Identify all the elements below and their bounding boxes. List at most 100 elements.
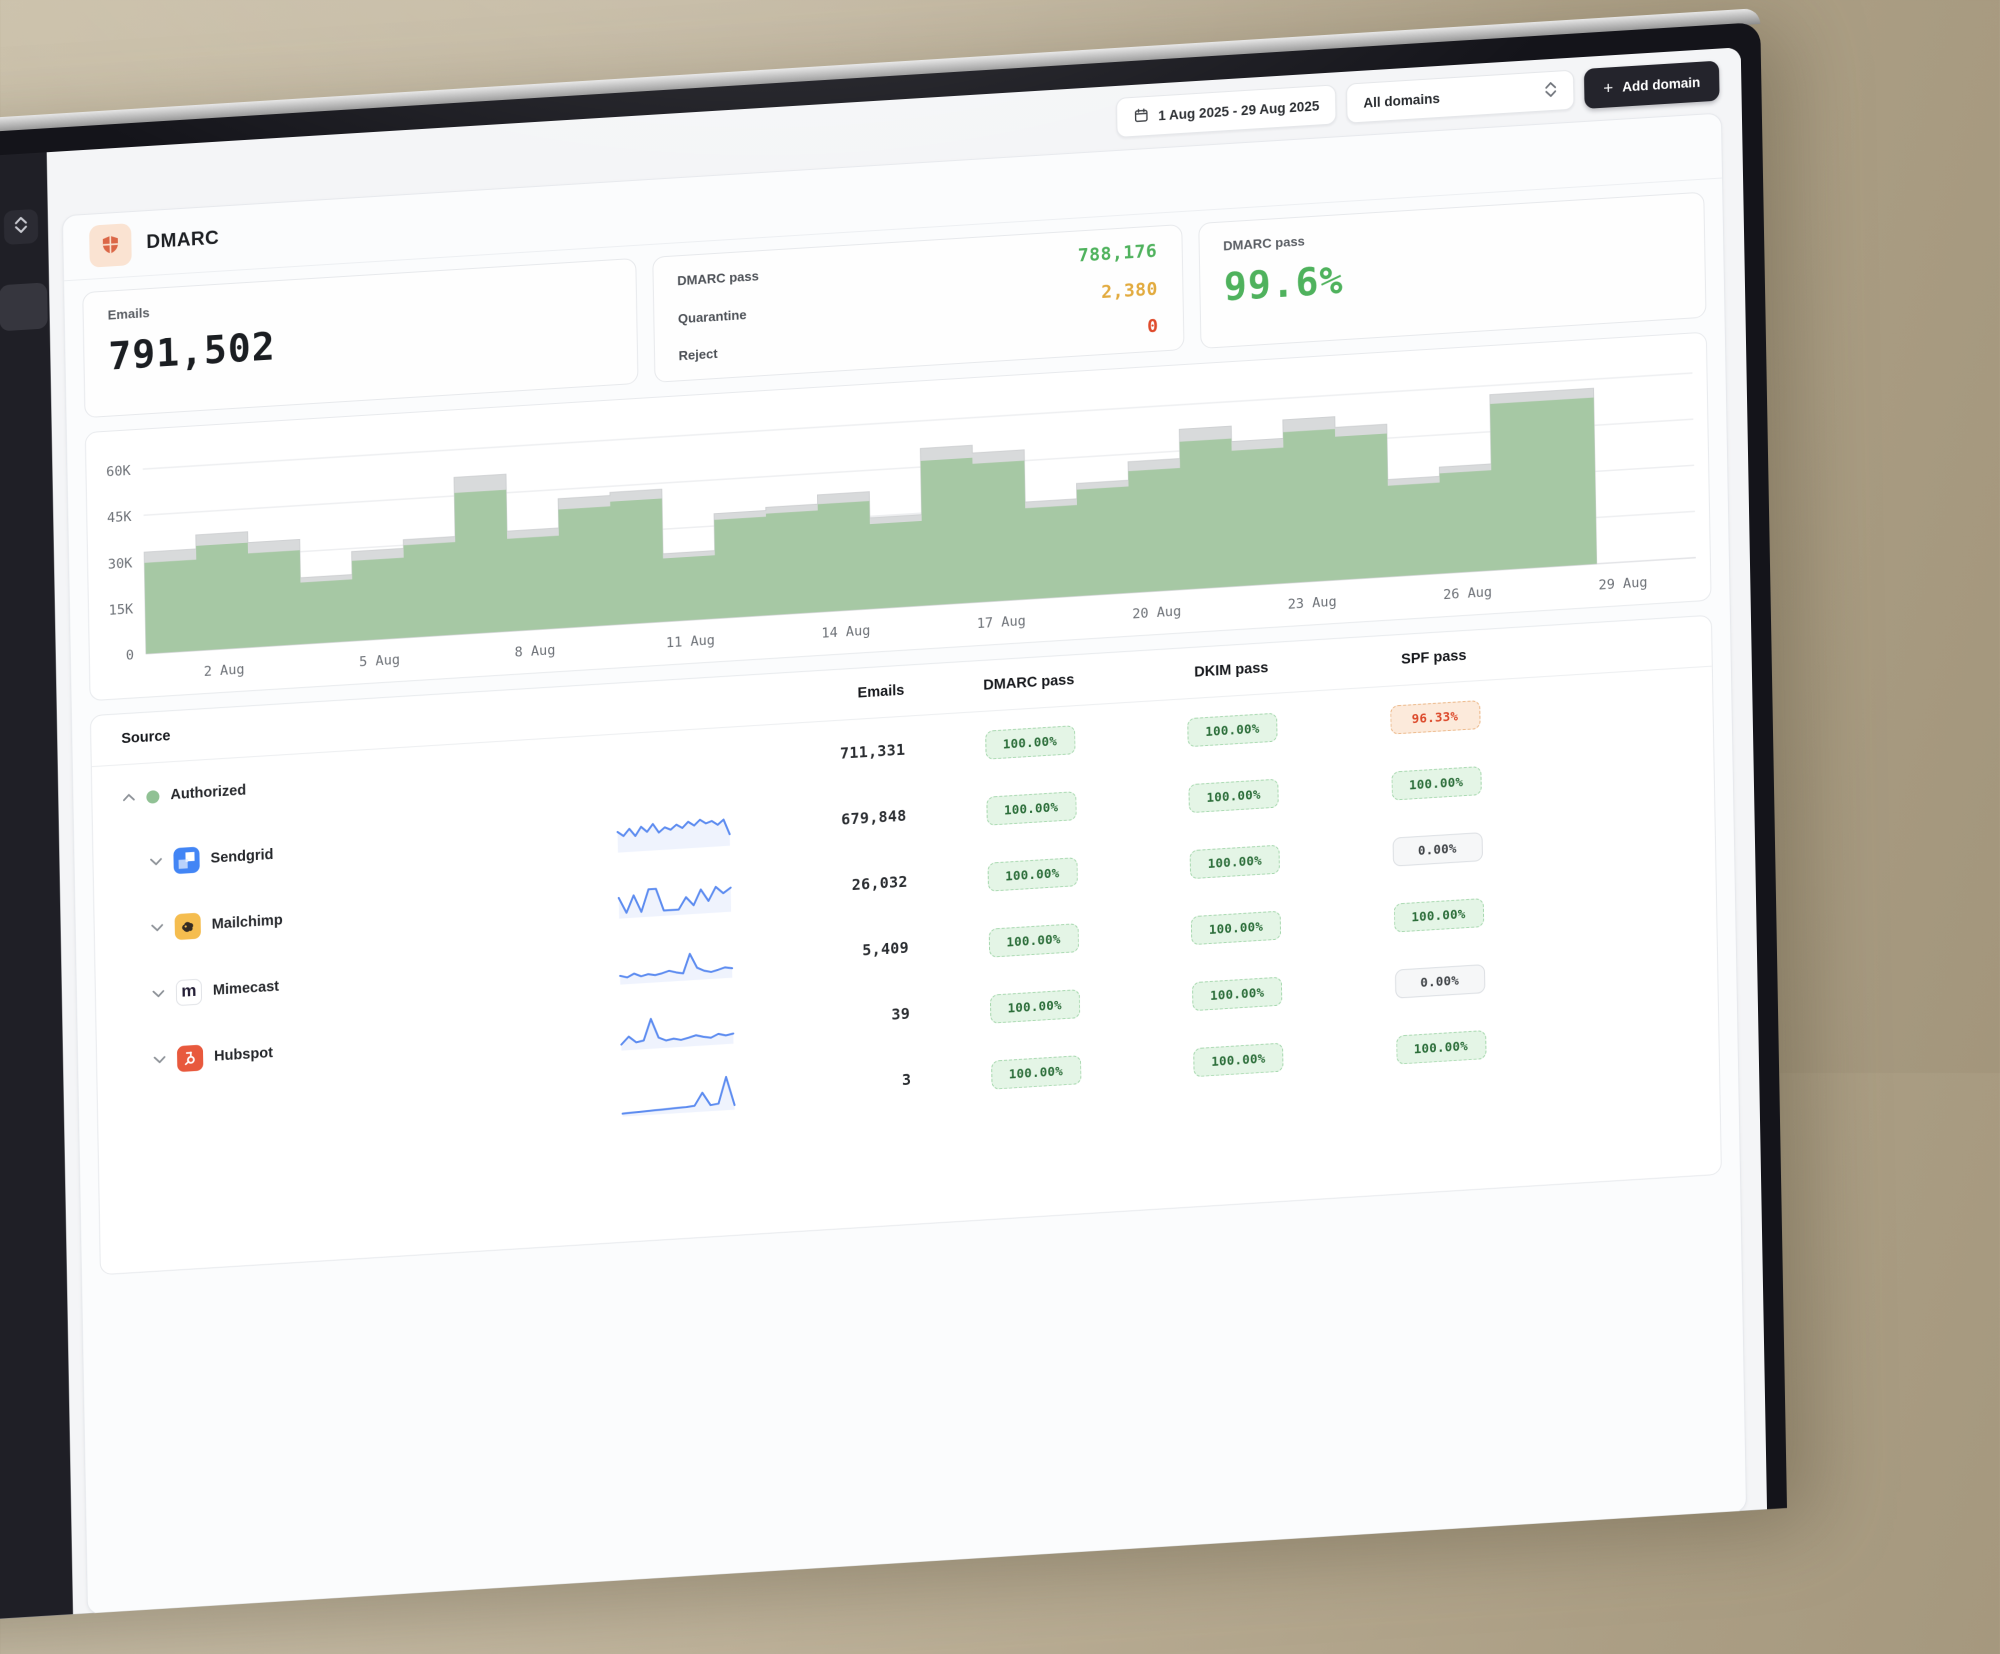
dkim-pass-cell: 100.00%: [1134, 841, 1335, 882]
app-sidebar: [0, 152, 73, 1654]
dmarc-card: DMARC Emails 791,502 DMARC pass 788,176 Qu…: [61, 112, 1748, 1616]
chevron-up-icon[interactable]: [122, 788, 135, 807]
domain-filter-select[interactable]: All domains: [1345, 69, 1575, 124]
dmarc-pass-cell: 100.00%: [932, 985, 1138, 1027]
screen: 1 Aug 2025 - 29 Aug 2025 All domains + A…: [0, 47, 1767, 1654]
svg-text:11 Aug: 11 Aug: [666, 632, 715, 651]
dkim-pass-cell: 100.00%: [1136, 907, 1337, 948]
sparkline: [616, 818, 731, 853]
source-cell: Mailchimp: [95, 888, 595, 945]
spf-pass-badge: 0.00%: [1391, 831, 1483, 867]
sidebar-collapse-button[interactable]: [3, 208, 39, 245]
dkim-pass-cell: 100.00%: [1133, 775, 1334, 816]
sparkline-cell: [592, 759, 752, 769]
breakdown-value: 788,176: [1077, 240, 1158, 267]
breakdown-label: Quarantine: [677, 306, 747, 326]
sparkline-cell: [597, 1000, 758, 1056]
date-range-picker[interactable]: 1 Aug 2025 - 29 Aug 2025: [1115, 84, 1337, 138]
svg-text:26 Aug: 26 Aug: [1443, 584, 1492, 603]
shield-icon: [89, 223, 132, 268]
source-cell: m Mimecast: [96, 954, 596, 1011]
spf-pass-cell: 100.00%: [1336, 894, 1542, 936]
dmarc-pass-cell: 100.00%: [929, 853, 1135, 895]
dmarc-pass-badge: 100.00%: [988, 922, 1079, 958]
sidebar-menu-item[interactable]: [0, 282, 48, 332]
emails-value: 26,032: [851, 872, 908, 895]
dkim-pass-cell: 100.00%: [1132, 709, 1333, 750]
sparkline-cell: [593, 802, 754, 858]
svg-text:2 Aug: 2 Aug: [204, 662, 245, 680]
spf-pass-badge: 0.00%: [1394, 963, 1485, 999]
plus-icon: +: [1603, 77, 1614, 98]
svg-text:23 Aug: 23 Aug: [1288, 594, 1337, 613]
table-row[interactable]: m Mimecast 5,409 100.00% 100.00% 100.00%: [95, 865, 1716, 1031]
volume-area-chart: 0 15K 30K 45K 60K 2 Aug 5 Aug 8 Aug 11 Aug 14 Aug…: [106, 372, 1696, 680]
chevron-down-icon[interactable]: [149, 853, 162, 872]
source-cell: Authorized: [92, 760, 592, 809]
sparkline: [619, 952, 734, 985]
chevron-down-icon[interactable]: [151, 919, 164, 938]
date-range-label: 1 Aug 2025 - 29 Aug 2025: [1158, 97, 1320, 123]
dmarc-pass-badge: 100.00%: [984, 724, 1076, 760]
topbar: 1 Aug 2025 - 29 Aug 2025 All domains + A…: [61, 60, 1720, 204]
add-domain-button[interactable]: + Add domain: [1583, 60, 1720, 109]
chevron-down-icon[interactable]: [153, 1051, 166, 1070]
svg-text:45K: 45K: [107, 509, 133, 527]
spf-pass-cell: 0.00%: [1337, 960, 1543, 1002]
svg-text:14 Aug: 14 Aug: [821, 623, 870, 642]
sparkline-cell: [598, 1066, 759, 1122]
card-header: DMARC: [62, 113, 1723, 282]
svg-text:8 Aug: 8 Aug: [514, 642, 555, 660]
sources-table: Source Emails DMARC pass DKIM pass SPF p…: [89, 614, 1722, 1276]
dmarc-pass-badge: 100.00%: [990, 1054, 1082, 1090]
emails-value: 3: [901, 1070, 912, 1090]
dmarc-pass-badge: 100.00%: [986, 856, 1078, 892]
spf-pass-cell: 100.00%: [1333, 762, 1539, 804]
svg-text:17 Aug: 17 Aug: [977, 613, 1026, 632]
source-cell: Sendgrid: [93, 822, 593, 879]
spf-pass-cell: 96.33%: [1332, 696, 1538, 738]
source-label: Mimecast: [212, 978, 280, 999]
volume-chart-card: 0 15K 30K 45K 60K 2 Aug 5 Aug 8 Aug 11 Aug 14 Aug…: [84, 331, 1712, 702]
sparkline: [620, 1017, 735, 1051]
dkim-pass-badge: 100.00%: [1187, 712, 1278, 747]
authorized-dot-icon: [146, 789, 160, 804]
sparkline: [617, 885, 732, 919]
chevron-down-icon[interactable]: [152, 985, 165, 1004]
spf-pass-badge: 100.00%: [1390, 765, 1482, 801]
dmarc-pass-cell: 100.00%: [933, 1051, 1139, 1093]
dmarc-pass-badge: 100.00%: [985, 790, 1077, 826]
svg-text:29 Aug: 29 Aug: [1598, 575, 1647, 594]
source-label: Mailchimp: [211, 912, 283, 933]
column-header-dmarc: DMARC pass: [983, 672, 1075, 694]
svg-text:0: 0: [126, 647, 134, 663]
table-row[interactable]: Authorized 711,331 100.00% 100.00% 96.33%: [92, 667, 1713, 833]
table-row[interactable]: Sendgrid 679,848 100.00% 100.00% 100.00%: [93, 733, 1714, 899]
up-down-chevrons-icon: [14, 215, 28, 239]
select-chevrons-icon: [1544, 81, 1557, 102]
emails-value: 711,331: [839, 740, 906, 763]
svg-text:30K: 30K: [108, 555, 134, 573]
dkim-pass-badge: 100.00%: [1190, 910, 1282, 945]
spf-pass-badge: 100.00%: [1395, 1029, 1487, 1065]
breakdown-label: Reject: [678, 345, 718, 364]
emails-value: 5,409: [862, 938, 910, 960]
mimecast-icon: m: [175, 978, 203, 1007]
spf-pass-badge: 100.00%: [1393, 897, 1484, 933]
table-row[interactable]: Hubspot 39 100.00% 100.00% 0.00%: [97, 931, 1718, 1097]
dkim-pass-badge: 100.00%: [1191, 976, 1283, 1011]
sparkline-cell: [596, 934, 757, 990]
source-label: Hubspot: [213, 1045, 274, 1065]
column-header-emails: Emails: [857, 682, 905, 702]
table-row[interactable]: Mailchimp 26,032 100.00% 100.00% 0.00%: [94, 799, 1715, 965]
emails-value: 39: [891, 1004, 911, 1024]
dmarc-pass-cell: 100.00%: [931, 919, 1137, 961]
emails-value: 679,848: [841, 806, 907, 829]
svg-text:60K: 60K: [106, 463, 132, 481]
dmarc-pass-cell: 100.00%: [927, 721, 1133, 763]
sendgrid-icon: [173, 846, 200, 875]
emails-stat-card: Emails 791,502: [82, 257, 639, 419]
breakdown-stat-card: DMARC pass 788,176 Quarantine 2,380 Reject 0: [651, 224, 1185, 383]
add-domain-label: Add domain: [1622, 74, 1701, 95]
calendar-icon: [1133, 106, 1149, 126]
